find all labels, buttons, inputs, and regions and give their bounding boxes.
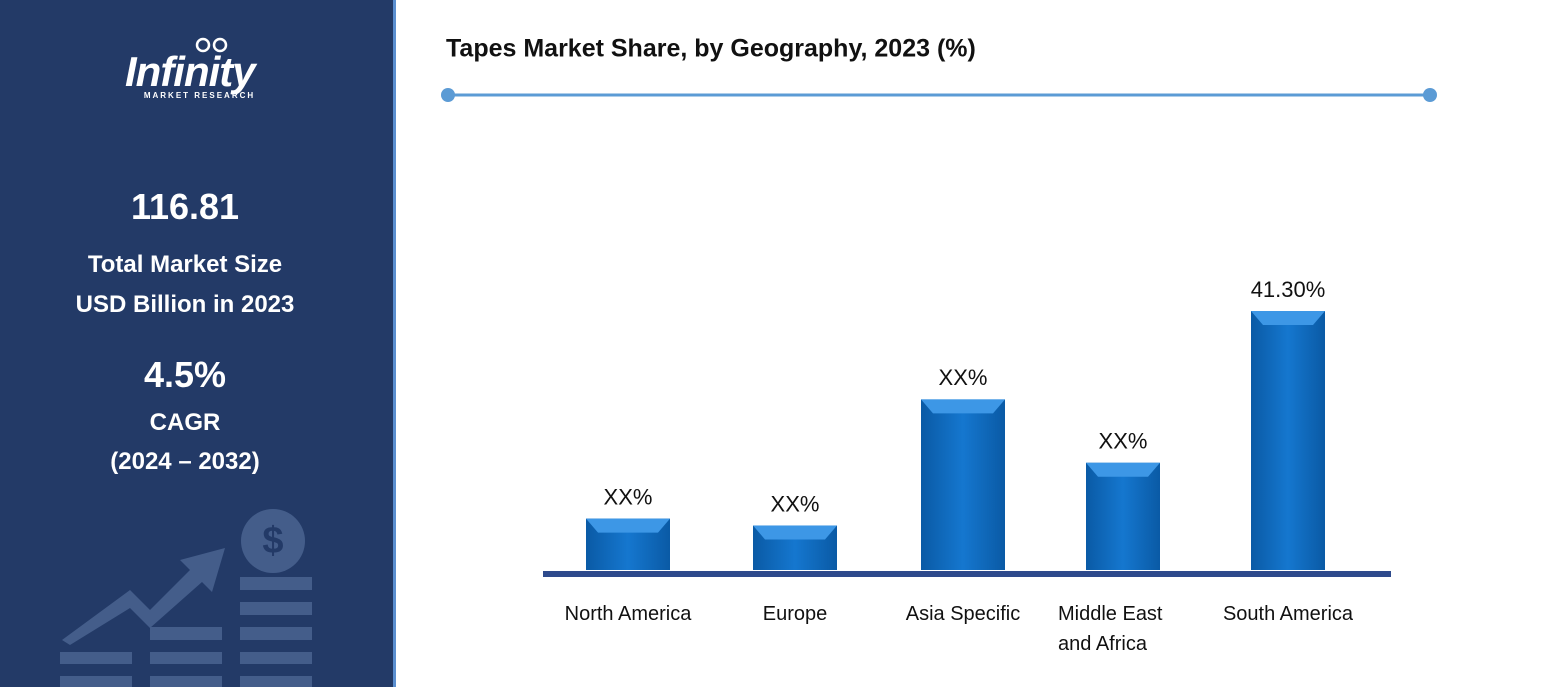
- value-label: XX%: [604, 484, 653, 509]
- chart-title: Tapes Market Share, by Geography, 2023 (…: [446, 35, 976, 63]
- value-label: XX%: [771, 491, 820, 516]
- rule-dot: [1423, 88, 1437, 102]
- bar-bevel: [1086, 462, 1160, 477]
- cagr: 4.5%: [143, 354, 227, 395]
- value-label: XX%: [1099, 429, 1148, 454]
- bar: [1251, 311, 1325, 570]
- cagr-period: (2024 – 2032): [110, 448, 260, 475]
- svg-text:$: $: [262, 520, 283, 562]
- cagr-label: CAGR: [149, 409, 221, 436]
- x-tick-label: Europe: [762, 603, 828, 625]
- market-size: 116.81: [130, 186, 240, 227]
- bar-bevel: [586, 518, 670, 533]
- logo: Infinity: [125, 48, 256, 95]
- bar-bevel: [921, 399, 1005, 414]
- market-size-label: Total Market Size: [87, 251, 283, 278]
- sidebar: $ Infinity MARKET RESEARCH 116.81 Total …: [0, 0, 396, 687]
- x-tick-label: Middle East and Africa: [1058, 603, 1163, 655]
- market-size-label: USD Billion in 2023: [75, 291, 295, 318]
- bar-bevel: [753, 525, 837, 540]
- bar: [1086, 462, 1160, 570]
- bar-bevel: [1251, 311, 1325, 325]
- value-label: 41.30%: [1251, 277, 1326, 302]
- x-tick-label: South America: [1222, 603, 1354, 625]
- bar: [921, 399, 1005, 570]
- sidebar-art: $: [60, 37, 312, 687]
- logo-sub: MARKET RESEARCH: [143, 91, 256, 100]
- x-tick-label: Asia Specific: [905, 603, 1021, 625]
- x-tick-label: North America: [564, 603, 692, 625]
- chart: Tapes Market Share, by Geography, 2023 (…: [441, 35, 1437, 577]
- value-label: XX%: [939, 365, 988, 390]
- rule-dot: [441, 88, 455, 102]
